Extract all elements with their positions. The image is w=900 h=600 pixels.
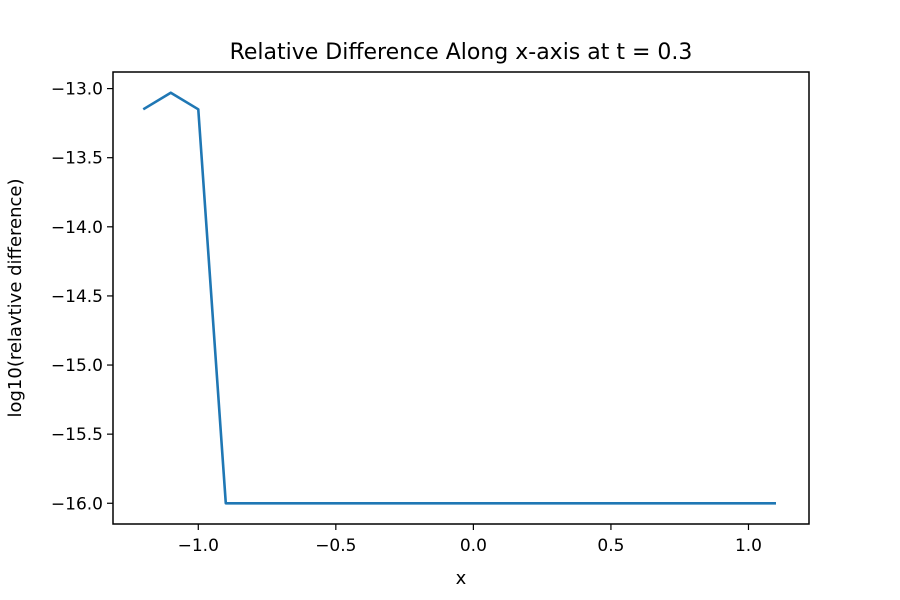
y-tick-label: −13.0	[51, 80, 103, 100]
x-axis-label: x	[456, 568, 467, 589]
y-tick-label: −16.0	[51, 494, 103, 514]
y-axis-label: log10(relavtive difference)	[5, 178, 26, 417]
chart-title: Relative Difference Along x-axis at t = …	[230, 40, 693, 65]
x-tick-label: 1.0	[735, 536, 762, 556]
plot-frame	[112, 71, 810, 525]
y-tick-label: −15.5	[51, 425, 103, 445]
x-tick-label: 0.5	[597, 536, 624, 556]
x-tick-label: −1.0	[178, 536, 219, 556]
x-tick-label: 0.0	[460, 536, 487, 556]
y-tick-label: −13.5	[51, 149, 103, 169]
y-axis: −13.0 −13.5 −14.0 −14.5 −15.0 −15.5 −16.0	[51, 80, 113, 514]
y-tick-label: −14.0	[51, 218, 103, 238]
x-axis: −1.0 −0.5 0.0 0.5 1.0	[178, 524, 762, 556]
plot-area	[142, 91, 776, 505]
y-tick-label: −15.0	[51, 356, 103, 376]
y-tick-label: −14.5	[51, 287, 103, 307]
x-tick-label: −0.5	[315, 536, 356, 556]
series-line-0	[142, 91, 776, 505]
